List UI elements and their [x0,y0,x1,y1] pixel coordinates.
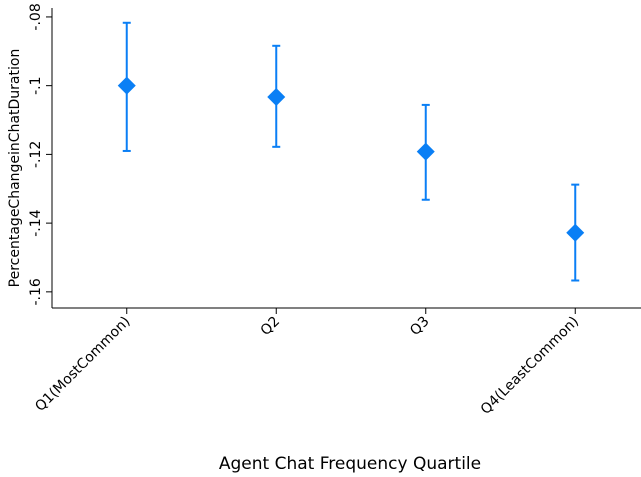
point [117,76,136,95]
x-axis-title: Agent Chat Frequency Quartile [219,454,481,474]
point [566,223,585,242]
y-tick-label: -.16 [28,278,44,305]
y-tick-label: -.08 [28,3,44,30]
x-tick-label: Q1(MostCommon) [32,314,133,415]
y-axis-title: PercentageChangeinChatDuration [7,49,23,288]
x-tick-label: Q4(LeastCommon) [478,314,582,418]
point [267,88,286,107]
y-tick-label: -.1 [28,76,44,94]
x-tick-label: Q3 [407,314,432,339]
x-tick-label: Q2 [258,314,283,339]
point [416,142,435,161]
y-tick-label: -.12 [28,141,44,168]
y-tick-label: -.14 [28,209,44,236]
